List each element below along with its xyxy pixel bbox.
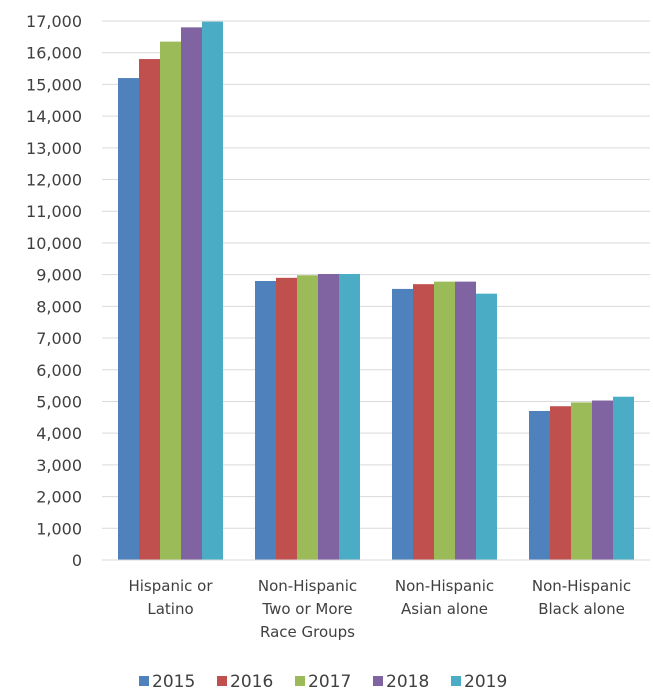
legend-label-2018: 2018 — [386, 672, 429, 692]
y-tick-label: 2,000 — [36, 488, 82, 507]
y-tick-label: 10,000 — [26, 234, 82, 253]
x-tick-label: Hispanic or Latino — [128, 577, 213, 618]
legend-swatch-2015 — [139, 676, 149, 686]
x-tick-label: Non-Hispanic Asian alone — [395, 577, 494, 618]
x-axis: Hispanic or Latino Non-Hispanic Two or More… — [128, 577, 631, 641]
y-tick-label: 13,000 — [26, 139, 82, 158]
legend-swatch-2019 — [451, 676, 461, 686]
x-tick-label-line: Two or More — [261, 600, 352, 618]
bar-2018-0 — [181, 27, 202, 560]
y-tick-label: 5,000 — [36, 392, 82, 411]
x-tick-label: Non-Hispanic Black alone — [532, 577, 631, 618]
bar-2019-2 — [476, 293, 497, 560]
legend-swatch-2018 — [373, 676, 383, 686]
x-tick-label-line: Non-Hispanic — [532, 577, 631, 595]
bar-2017-0 — [160, 41, 181, 560]
y-axis: 0 1,000 2,000 3,000 4,000 5,000 6,000 7,000 8,00… — [26, 12, 82, 570]
y-tick-label: 6,000 — [36, 361, 82, 380]
bar-2019-1 — [339, 274, 360, 560]
y-tick-label: 3,000 — [36, 456, 82, 475]
bar-2016-0 — [139, 59, 160, 560]
bar-2017-3 — [571, 402, 592, 560]
bar-2015-2 — [392, 288, 413, 560]
legend-label-2016: 2016 — [230, 672, 273, 692]
legend-label-2015: 2015 — [152, 672, 195, 692]
y-tick-label: 1,000 — [36, 519, 82, 538]
bar-2018-3 — [592, 400, 613, 560]
x-tick-label-line: Asian alone — [401, 600, 488, 618]
x-tick-label-line: Non-Hispanic — [258, 577, 357, 595]
x-tick-label: Non-Hispanic Two or More Race Groups — [258, 577, 357, 641]
legend-label-2017: 2017 — [308, 672, 351, 692]
bar-2016-2 — [413, 284, 434, 560]
legend-swatch-2016 — [217, 676, 227, 686]
legend: 2015 2016 2017 2018 2019 — [139, 672, 507, 692]
y-tick-label: 9,000 — [36, 266, 82, 285]
y-tick-label: 17,000 — [26, 12, 82, 31]
y-tick-label: 16,000 — [26, 44, 82, 63]
legend-label-2019: 2019 — [464, 672, 507, 692]
bar-2017-1 — [297, 275, 318, 560]
bars — [118, 21, 634, 561]
x-tick-label-line: Non-Hispanic — [395, 577, 494, 595]
y-tick-label: 7,000 — [36, 329, 82, 348]
y-tick-label: 14,000 — [26, 107, 82, 126]
x-tick-label-line: Hispanic or — [128, 577, 213, 595]
x-tick-label-line: Latino — [147, 600, 193, 618]
bar-2018-2 — [455, 281, 476, 560]
y-tick-label: 15,000 — [26, 75, 82, 94]
bar-2016-3 — [550, 406, 571, 560]
bar-2015-0 — [118, 78, 139, 560]
legend-swatch-2017 — [295, 676, 305, 686]
y-tick-label: 12,000 — [26, 171, 82, 190]
bar-2019-0 — [202, 21, 223, 561]
y-tick-label: 11,000 — [26, 202, 82, 221]
x-tick-label-line: Race Groups — [260, 623, 355, 641]
y-tick-label: 0 — [72, 551, 82, 570]
bar-2015-1 — [255, 280, 276, 560]
bar-2017-2 — [434, 281, 455, 560]
bar-2018-1 — [318, 274, 339, 560]
y-tick-label: 4,000 — [36, 424, 82, 443]
bar-2016-1 — [276, 277, 297, 560]
bar-2019-3 — [613, 396, 634, 560]
y-tick-label: 8,000 — [36, 297, 82, 316]
bar-2015-3 — [529, 410, 550, 560]
x-tick-label-line: Black alone — [538, 600, 625, 618]
